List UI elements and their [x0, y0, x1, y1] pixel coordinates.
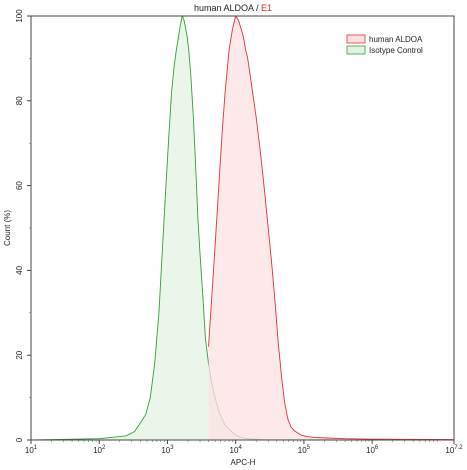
- x-tick-label: 103: [161, 445, 174, 455]
- x-tick-label: 105: [298, 445, 311, 455]
- y-tick-label: 80: [15, 96, 24, 105]
- y-tick-label: 100: [15, 9, 24, 23]
- y-tick-label: 40: [15, 265, 24, 274]
- y-tick-label: 60: [15, 181, 24, 190]
- series-line-human-aldoa: [208, 15, 455, 441]
- series-layer: [30, 15, 455, 441]
- x-tick-label: 107.2: [445, 445, 463, 455]
- x-tick-label: 104: [230, 445, 243, 455]
- chart-title: human ALDOA / E1: [194, 3, 272, 13]
- series-area-human-aldoa: [208, 16, 454, 440]
- chart-title-main: human ALDOA /: [194, 3, 261, 13]
- legend-swatch-human-aldoa: [346, 34, 366, 44]
- y-tick-label: 0: [15, 437, 24, 442]
- x-tick-label: 106: [366, 445, 379, 455]
- y-axis-label: Count (%): [3, 210, 12, 246]
- y-axis: 0 20 40 60 80 100: [15, 9, 31, 442]
- x-tick-label: 101: [25, 445, 38, 455]
- chart-title-accent: E1: [261, 3, 272, 13]
- x-axis: 101 102 103 104 105 106 107.2: [25, 440, 463, 455]
- legend-label-human-aldoa: human ALDOA: [369, 35, 423, 44]
- x-axis-label: APC-H: [231, 458, 256, 467]
- legend-swatch-isotype-control: [346, 45, 366, 55]
- legend-label-isotype-control: Isotype Control: [369, 46, 423, 55]
- x-tick-label: 102: [93, 445, 106, 455]
- y-tick-label: 20: [15, 350, 24, 359]
- legend: human ALDOA Isotype Control: [346, 34, 423, 55]
